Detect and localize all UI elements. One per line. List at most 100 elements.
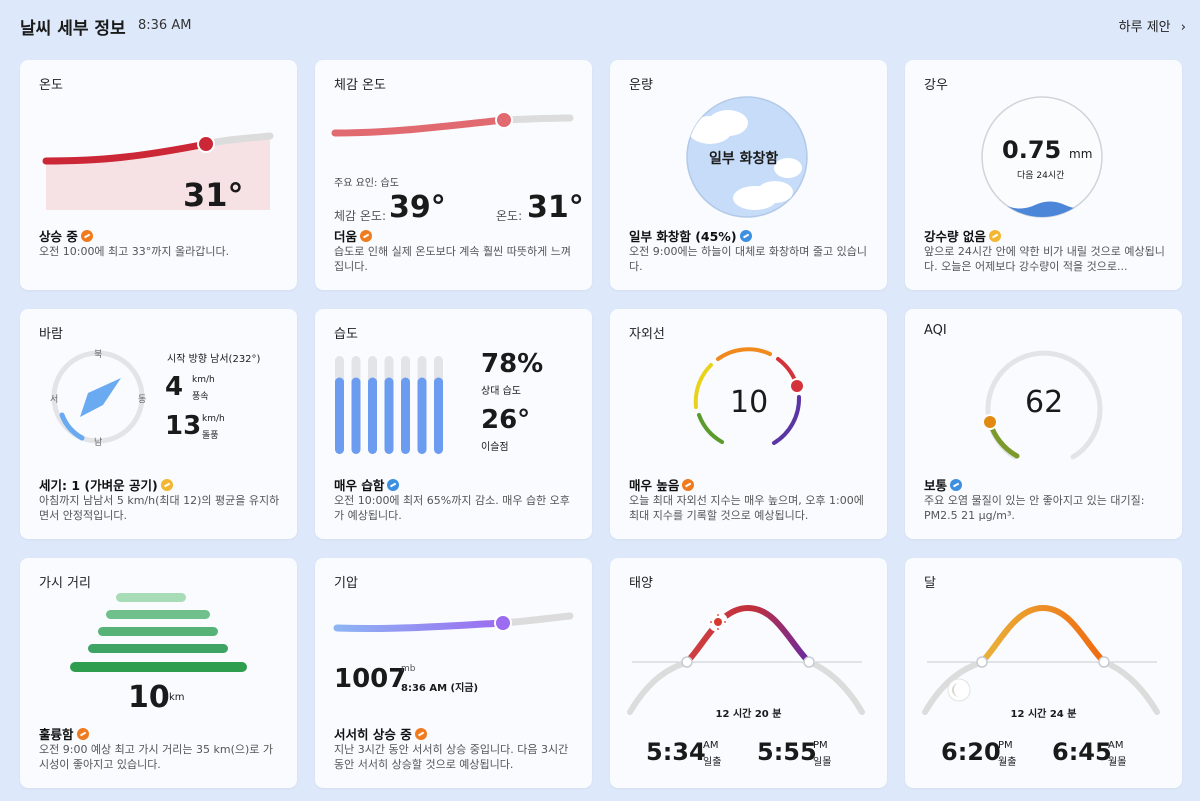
rain-chart [981,96,1103,218]
moon-arc-chart [922,604,1160,715]
card-description: 오전 9:00에는 하늘이 대체로 화창하며 줄고 있습니다. [629,245,867,273]
daily-suggestion-label[interactable]: 하루 제안 [1118,20,1171,35]
card-title: 강우 [924,78,948,93]
visibility-value: 10 [128,680,170,715]
status-text: 서서히 상승 중 [334,727,412,742]
wind-speed-value: 4 [165,372,184,402]
card-description: 습도로 인해 실제 온도보다 계속 훨씬 따뜻하게 느껴집니다. [334,245,571,273]
humidity-bar-fill [434,377,443,454]
pressure-time: 8:36 AM (지금) [401,683,479,694]
wind-card[interactable]: 바람 북 남 동 서 시작 방향 남서(232°) 4 km/h 풍속 13 k… [20,309,297,539]
feels-label: 체감 온도: [334,209,387,223]
humidity-bars [335,356,443,454]
wind-gust-value: 13 [165,411,202,441]
aqi-value: 62 [1025,385,1064,420]
card-title: AQI [924,323,947,338]
cloud-card[interactable]: 운량 일부 화창함 일부 화창함 (45%) 오전 9:00에는 하늘이 대체로… [610,60,887,290]
temperature-value: 31° [183,176,244,214]
status-title: 일부 화창함 (45%) [629,226,752,245]
trend-up-icon [682,479,695,491]
uv-card[interactable]: 자외선 10 매우 높음 오늘 최대 자외선 지수는 매우 높으며, 오후 1:… [610,309,887,539]
trend-up-icon [80,230,93,242]
status-text: 세기: 1 (가벼운 공기) [39,478,158,493]
status-text: 매우 높음 [629,478,680,493]
card-title: 자외선 [629,327,665,342]
sunset-ampm: PM [813,740,828,751]
sun-card[interactable]: 태양 12 시간 20 분 5:34 AM 일출 5:55 PM 일몰 [610,558,887,788]
card-title: 습도 [334,327,358,342]
trend-down-icon [950,479,963,491]
compass-south: 남 [94,438,103,448]
moonset-ampm: AM [1108,740,1124,751]
card-description: 지난 3시간 동안 서서히 상승 중입니다. 다음 3시간 동안 서서히 상승할… [334,743,569,771]
visibility-unit: km [169,692,185,703]
feels-value: 39° [389,190,446,225]
dew-point-label: 이슬점 [481,442,509,453]
visibility-chart [70,593,247,672]
pressure-card[interactable]: 기압 1007 mb 8:36 AM (지금) 서서히 상승 중 지난 3시간 … [315,558,592,788]
status-title: 상승 중 [39,226,93,245]
visibility-card[interactable]: 가시 거리 10 km 훌륭함 오전 9:00 예상 최고 가시 거리는 35 … [20,558,297,788]
moonrise-ampm: PM [998,740,1013,751]
humidity-card[interactable]: 습도 78% 상대 습도 26° 이슬점 매우 습함 오전 10:00에 최저 … [315,309,592,539]
dew-point-value: 26° [481,405,531,435]
trend-up-icon [76,728,89,740]
card-description: 앞으로 24시간 안에 약한 비가 내릴 것으로 예상됩니다. 오늘은 어제보다… [924,245,1165,273]
status-text: 보통 [924,478,948,493]
status-text: 강수량 없음 [924,229,986,244]
temperature-chart [42,132,274,210]
trend-down-icon [739,230,752,242]
humidity-bar-fill [401,377,410,454]
moonrise-time: 6:20 [941,738,1001,766]
sunrise-label: 일출 [703,757,722,768]
pressure-chart [333,612,574,633]
pressure-unit: mb [401,664,416,674]
temperature-card[interactable]: 온도 31° 상승 중 오전 10:00에 최고 33°까지 올라갑니다. [20,60,297,290]
uv-value: 10 [730,385,769,420]
wind-gust-unit: km/h [202,414,225,424]
actual-temp-value: 31° [527,190,584,225]
status-title: 서서히 상승 중 [334,724,427,743]
cloud-circle-label: 일부 화창함 [709,151,779,167]
wind-speed-label: 풍속 [192,392,209,402]
card-title: 바람 [39,327,63,342]
moonlight-duration: 12 시간 24 분 [1010,709,1077,720]
page-title: 날씨 세부 정보 [20,19,126,39]
humidity-bar-fill [384,377,394,454]
card-description: 오전 10:00에 최저 65%까지 감소. 매우 습한 오후가 예상됩니다. [334,494,570,522]
status-title: 훌륭함 [39,724,89,743]
chevron-right-icon: › [1180,20,1186,35]
card-title: 운량 [629,78,653,93]
cloud-chart [686,96,808,218]
wind-direction: 시작 방향 남서(232°) [167,354,261,365]
moon-card[interactable]: 달 12 시간 24 분 6:20 PM 월출 6:45 AM 월몰 [905,558,1182,788]
moonset-time: 6:45 [1052,738,1112,766]
sun-arc-chart [627,604,865,715]
sunset-label: 일몰 [813,757,832,768]
daylight-duration: 12 시간 20 분 [715,709,782,720]
status-text: 매우 습함 [334,478,385,493]
moonrise-label: 월출 [998,757,1017,768]
compass-east: 동 [138,395,147,405]
feels-like-card[interactable]: 체감 온도 주요 요인: 습도 체감 온도: 39° 온도: 31° 더움 습도… [315,60,592,290]
rain-period: 다음 24시간 [1017,171,1065,181]
daily-suggestion-link[interactable]: 하루 제안 › [1119,16,1186,35]
header: 날씨 세부 정보 8:36 AM 하루 제안 › [20,14,1186,39]
status-text: 더움 [334,229,358,244]
compass-north: 북 [94,350,103,360]
humidity-bar-fill [417,377,427,454]
status-title: 매우 높음 [629,475,695,494]
pressure-value: 1007 [334,664,407,694]
status-title: 보통 [924,475,963,494]
status-text: 상승 중 [39,229,78,244]
actual-temp-label: 온도: [496,209,523,223]
rain-card[interactable]: 강우 0.75 mm 다음 24시간 강수량 없음 앞으로 24시간 안에 약한… [905,60,1182,290]
status-text: 일부 화창함 (45%) [629,229,737,244]
aqi-card[interactable]: AQI 62 보통 주요 오염 물질이 있는 안 좋아지고 있는 대기질: PM… [905,309,1182,539]
humidity-bar-fill [335,377,344,454]
card-title: 가시 거리 [39,576,91,591]
moonset-label: 월몰 [1108,757,1127,768]
feels-factor: 주요 요인: 습도 [334,178,399,189]
trend-down-icon [387,479,400,491]
card-description: 오늘 최대 자외선 지수는 매우 높으며, 오후 1:00에 최대 지수를 기록… [629,494,864,522]
